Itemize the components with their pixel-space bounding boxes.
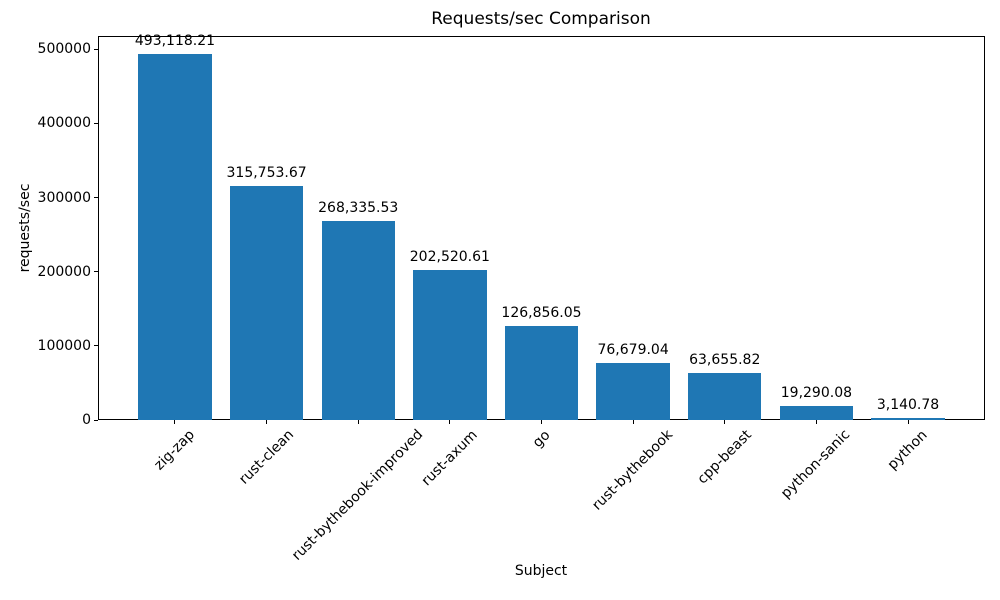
y-axis-tick bbox=[94, 345, 98, 347]
bar bbox=[504, 325, 579, 420]
x-axis-tick bbox=[357, 420, 359, 424]
bar bbox=[321, 220, 395, 420]
y-axis-tick bbox=[94, 122, 98, 124]
x-axis-tick bbox=[815, 420, 817, 424]
x-tick-label: rust-bythebook-improved bbox=[289, 426, 427, 565]
bar-value-label: 76,679.04 bbox=[597, 342, 669, 359]
x-axis-tick bbox=[541, 420, 542, 424]
y-tick-label: 300000 bbox=[37, 189, 91, 206]
bar-value-label: 315,753.67 bbox=[226, 164, 307, 181]
bar-value-label: 19,290.08 bbox=[780, 384, 853, 401]
bar bbox=[138, 54, 212, 420]
x-tick-label: python bbox=[884, 426, 931, 473]
bar-value-label: 268,335.53 bbox=[318, 199, 399, 216]
x-tick-label: rust-axum bbox=[418, 427, 481, 490]
bar bbox=[413, 269, 487, 420]
x-axis-tick bbox=[724, 420, 726, 424]
bar bbox=[229, 185, 304, 420]
bar-value-label: 493,118.21 bbox=[134, 33, 216, 50]
bar bbox=[688, 372, 762, 420]
x-axis-tick bbox=[907, 420, 909, 424]
y-tick-label: 0 bbox=[82, 412, 91, 428]
bar-value-label: 3,140.78 bbox=[876, 396, 940, 413]
y-axis-label: requests/sec bbox=[17, 183, 33, 273]
x-tick-label: rust-clean bbox=[235, 426, 297, 488]
x-tick-label: go bbox=[529, 426, 553, 451]
x-axis-tick bbox=[449, 420, 451, 424]
chart-title: Requests/sec Comparison bbox=[431, 9, 651, 29]
x-axis-tick bbox=[174, 420, 176, 424]
bar bbox=[596, 363, 670, 420]
y-tick-label: 500000 bbox=[37, 41, 91, 58]
bar-value-label: 202,520.61 bbox=[409, 248, 490, 265]
x-axis-tick bbox=[632, 420, 634, 424]
x-tick-label: python-sanic bbox=[778, 426, 854, 503]
y-tick-label: 100000 bbox=[37, 337, 91, 354]
x-tick-label: cpp-beast bbox=[694, 426, 755, 488]
x-axis-label: Subject bbox=[514, 563, 568, 579]
bar bbox=[779, 405, 854, 420]
x-axis-tick bbox=[266, 420, 268, 424]
x-tick-label: rust-bythebook bbox=[589, 427, 677, 514]
y-tick-label: 400000 bbox=[37, 115, 91, 132]
bar bbox=[871, 417, 945, 420]
y-axis-tick bbox=[94, 48, 98, 50]
bar-value-label: 126,856.05 bbox=[501, 304, 582, 321]
x-tick-label: zig-zap bbox=[151, 426, 198, 474]
y-tick-label: 200000 bbox=[37, 263, 91, 280]
y-axis-tick bbox=[94, 419, 98, 421]
y-axis-tick bbox=[94, 197, 98, 198]
y-axis-tick bbox=[94, 271, 98, 273]
bar-value-label: 63,655.82 bbox=[689, 351, 761, 368]
